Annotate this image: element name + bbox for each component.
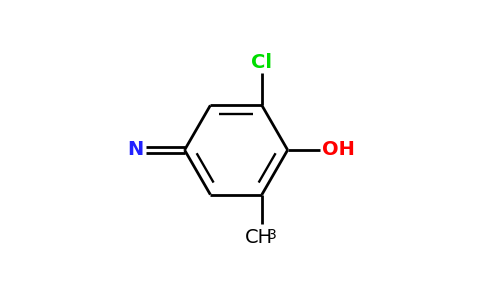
Text: 3: 3 [268, 228, 277, 242]
Text: CH: CH [245, 228, 273, 247]
Text: OH: OH [322, 140, 355, 160]
Text: N: N [128, 140, 144, 160]
Text: Cl: Cl [251, 52, 272, 71]
